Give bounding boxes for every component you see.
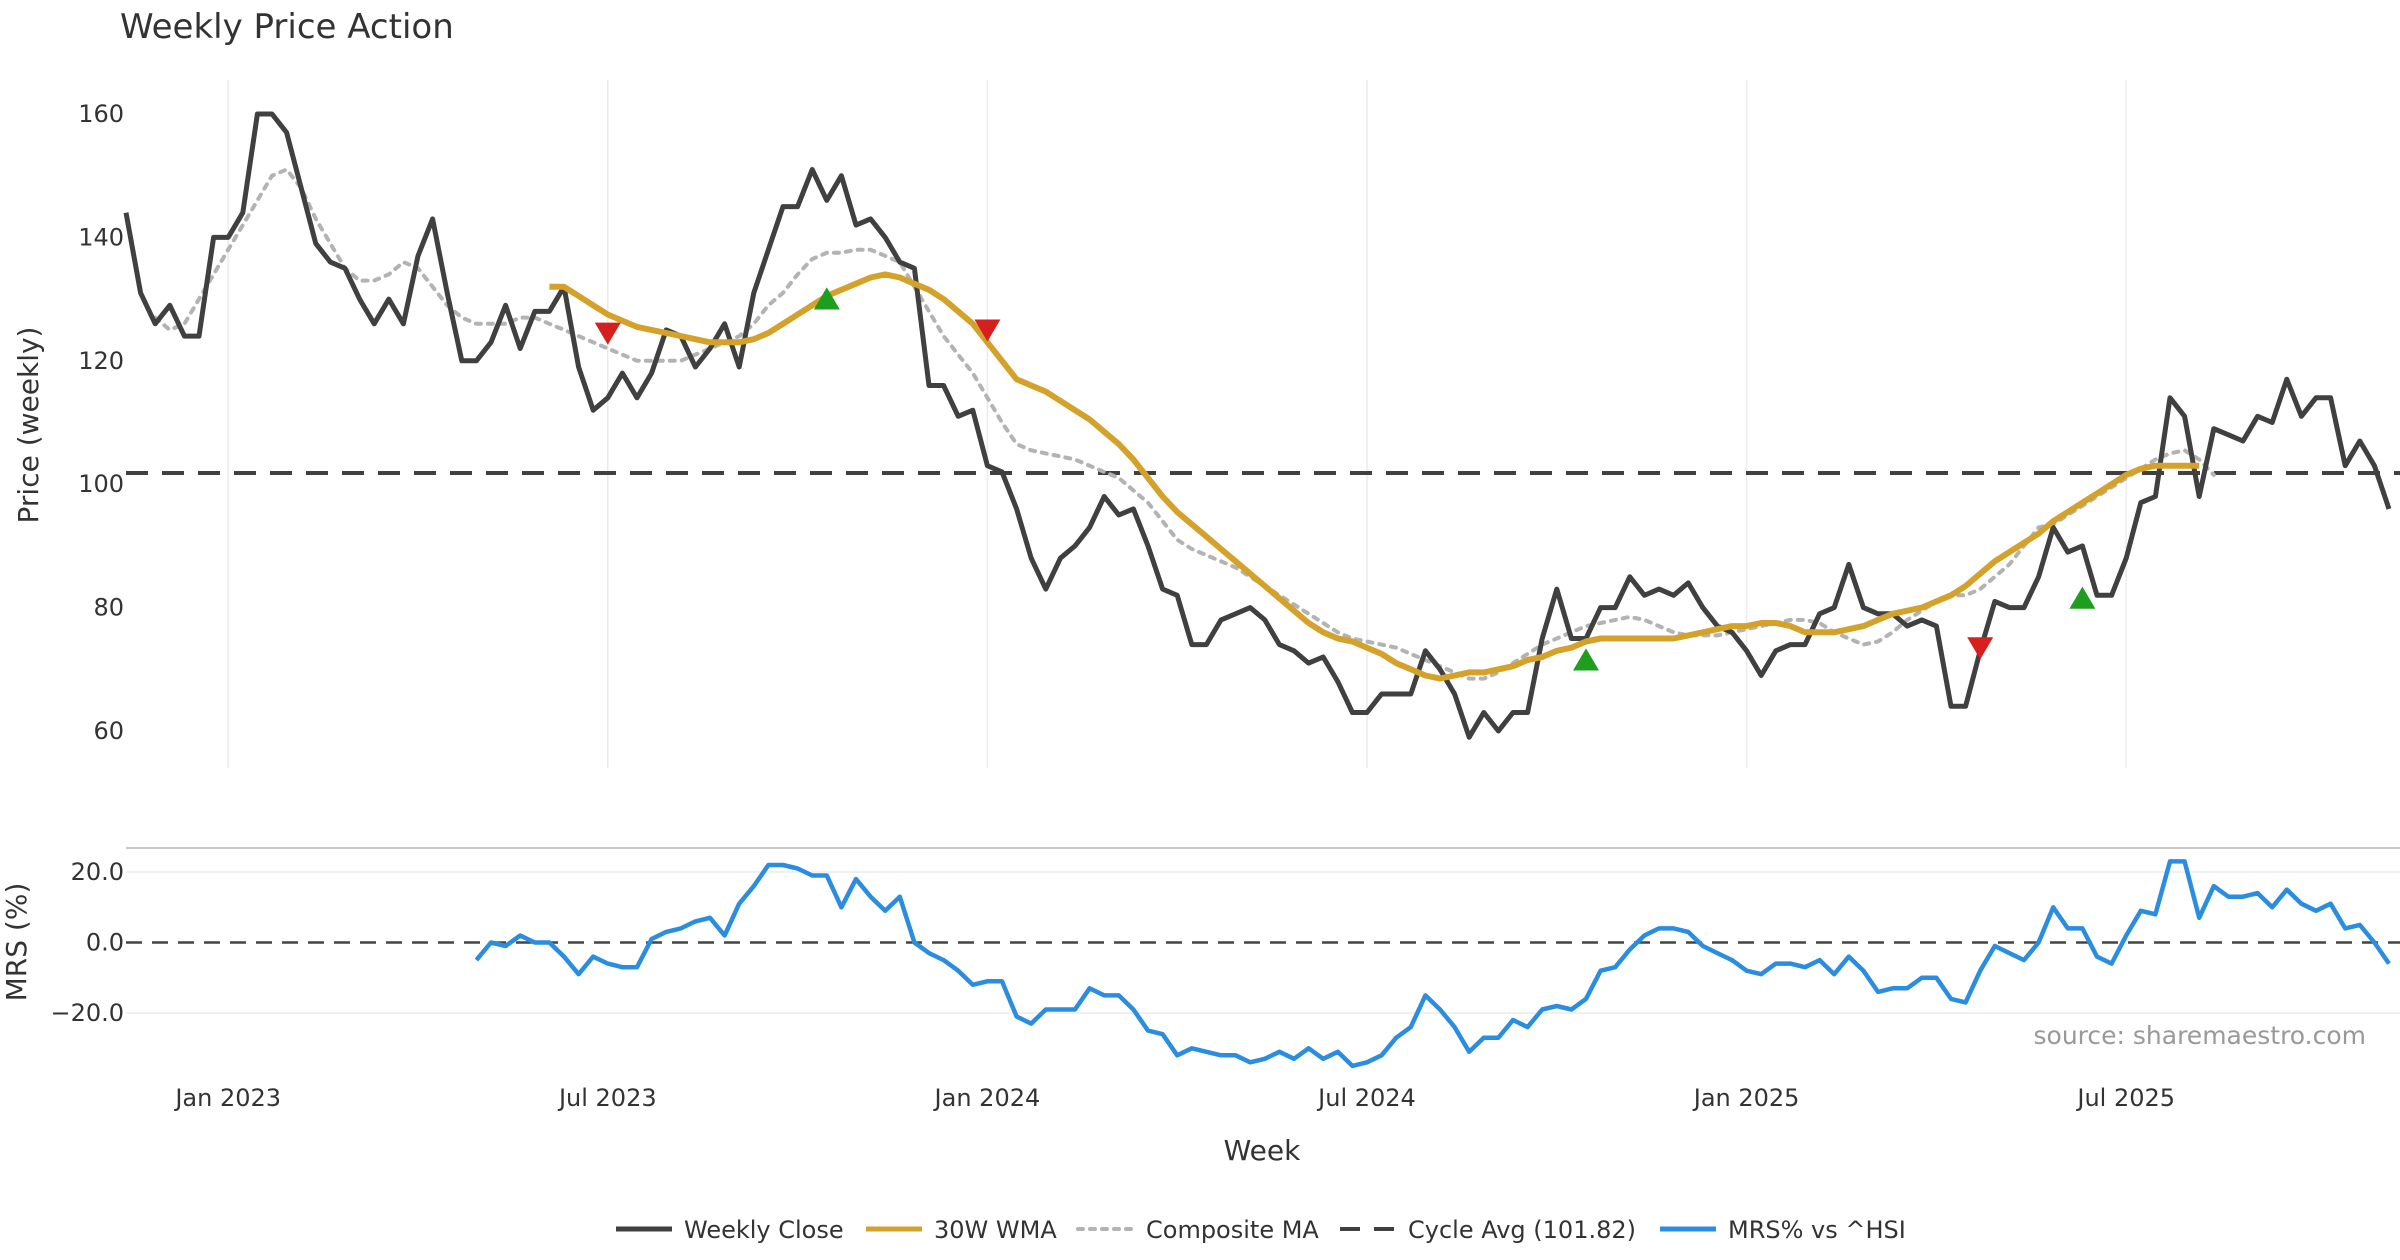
weekly-close-line (123, 111, 2392, 740)
mrs-line (474, 859, 2391, 1069)
mrs-y-tick-label: 0.0 (86, 929, 124, 957)
legend-label: Composite MA (1146, 1216, 1319, 1244)
x-tick-label: Jul 2023 (557, 1084, 657, 1112)
x-tick-labels: Jan 2023 Jul 2023 Jan 2024 Jul 2024 Jan 2025… (173, 1084, 2175, 1112)
series-layer (123, 111, 2400, 1069)
x-tick-label: Jul 2024 (1316, 1084, 1416, 1112)
price-y-tick-label: 80 (93, 594, 124, 622)
x-axis-title: Week (1224, 1134, 1301, 1167)
buy-signal-marker (813, 287, 840, 310)
legend-label: Cycle Avg (101.82) (1408, 1216, 1636, 1244)
sell-signal-marker (594, 322, 621, 345)
signal-markers (594, 287, 2096, 671)
x-tick-label: Jan 2023 (173, 1084, 281, 1112)
x-tick-label: Jul 2025 (2075, 1084, 2175, 1112)
source-note: source: sharemaestro.com (2034, 1021, 2367, 1050)
legend-label: MRS% vs ^HSI (1728, 1216, 1906, 1244)
legend-label: 30W WMA (934, 1216, 1057, 1244)
buy-signal-marker (1573, 648, 1599, 671)
mrs-y-tick-labels: 20.0 0.0 −20.0 (50, 858, 124, 1027)
mrs-y-tick-label: −20.0 (50, 999, 124, 1027)
price-y-tick-label: 160 (78, 100, 124, 128)
wma-30w-line (549, 271, 2200, 682)
mrs-y-tick-label: 20.0 (71, 858, 124, 886)
legend: Weekly Close 30W WMA Composite MA Cycle Avg… (616, 1216, 1906, 1244)
price-y-tick-labels: 160 140 120 100 80 60 (78, 100, 124, 745)
x-tick-label: Jan 2025 (1692, 1084, 1800, 1112)
price-y-tick-label: 100 (78, 470, 124, 498)
mrs-y-axis-title: MRS (%) (0, 883, 33, 1002)
price-y-tick-label: 140 (78, 223, 124, 251)
buy-signal-marker (2069, 586, 2096, 609)
price-y-axis-title: Price (weekly) (12, 327, 45, 524)
legend-label: Weekly Close (684, 1216, 844, 1244)
x-tick-label: Jan 2024 (933, 1084, 1041, 1112)
price-y-tick-label: 120 (78, 347, 124, 375)
price-y-tick-label: 60 (93, 717, 124, 745)
price-gridlines (227, 80, 2127, 768)
sell-signal-marker (974, 319, 1001, 342)
composite-ma-line (153, 167, 2216, 681)
chart-title: Weekly Price Action (120, 7, 454, 47)
mrs-gridlines (126, 871, 2400, 1014)
sell-signal-marker (1967, 637, 1994, 660)
